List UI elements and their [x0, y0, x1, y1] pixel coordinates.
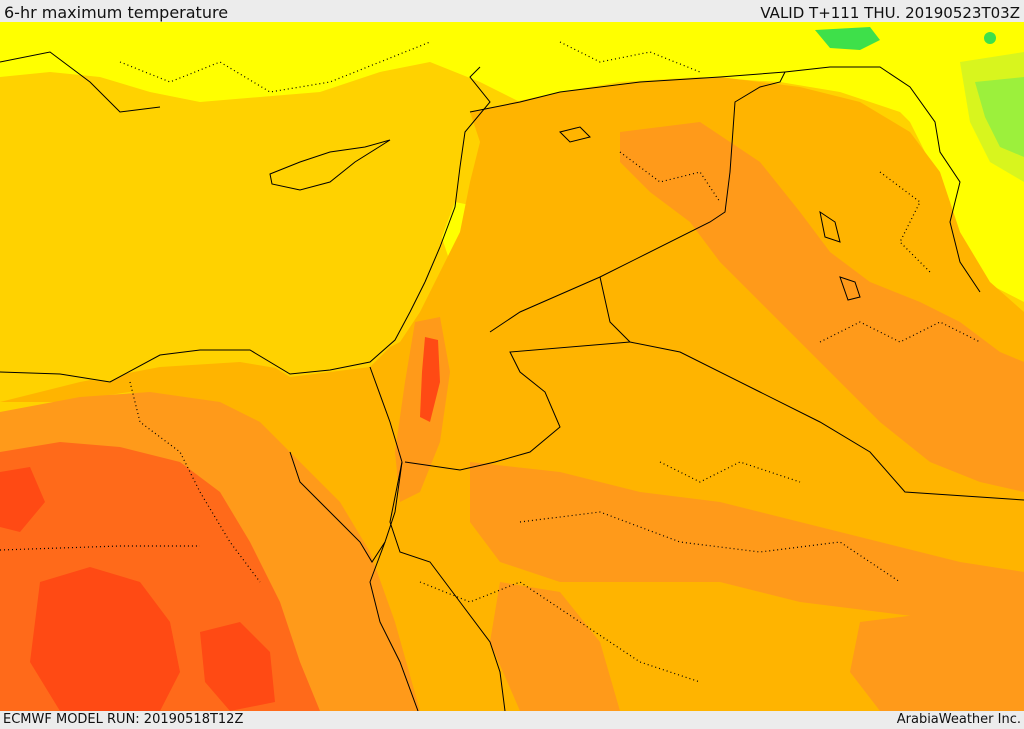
- national-borders: [369, 66, 1024, 501]
- temperature-map[interactable]: [0, 22, 1024, 711]
- provincial-boundaries: [0, 41, 981, 683]
- coastlines: [0, 51, 861, 711]
- credit-label: ArabiaWeather Inc.: [896, 712, 1021, 727]
- mediterranean-sea: [0, 102, 460, 382]
- north-coolest-patch: [815, 27, 880, 50]
- model-run-label: ECMWF MODEL RUN: 20190518T12Z: [3, 712, 244, 727]
- small-cool-spot: [984, 32, 996, 44]
- valid-time: VALID T+111 THU. 20190523T03Z: [760, 4, 1020, 22]
- nile-valley-hot-patch: [200, 622, 275, 711]
- north-cool-region: [0, 22, 1024, 192]
- egypt-hottest-patch: [30, 567, 180, 711]
- map-canvas: [0, 22, 1024, 711]
- west-egypt-hot-patch: [0, 467, 45, 532]
- gulf-hot-region: [850, 612, 1024, 711]
- map-title: 6-hr maximum temperature: [4, 3, 229, 22]
- saudi-hot-region: [470, 462, 1024, 642]
- footer-bar: ECMWF MODEL RUN: 20190518T12Z ArabiaWeat…: [0, 711, 1024, 729]
- header-bar: 6-hr maximum temperature VALID T+111 THU…: [0, 0, 1024, 22]
- northeast-cooler-patch: [975, 77, 1024, 157]
- dead-sea-hottest-strip: [420, 337, 440, 422]
- red-sea-coast-hot-region: [490, 582, 620, 711]
